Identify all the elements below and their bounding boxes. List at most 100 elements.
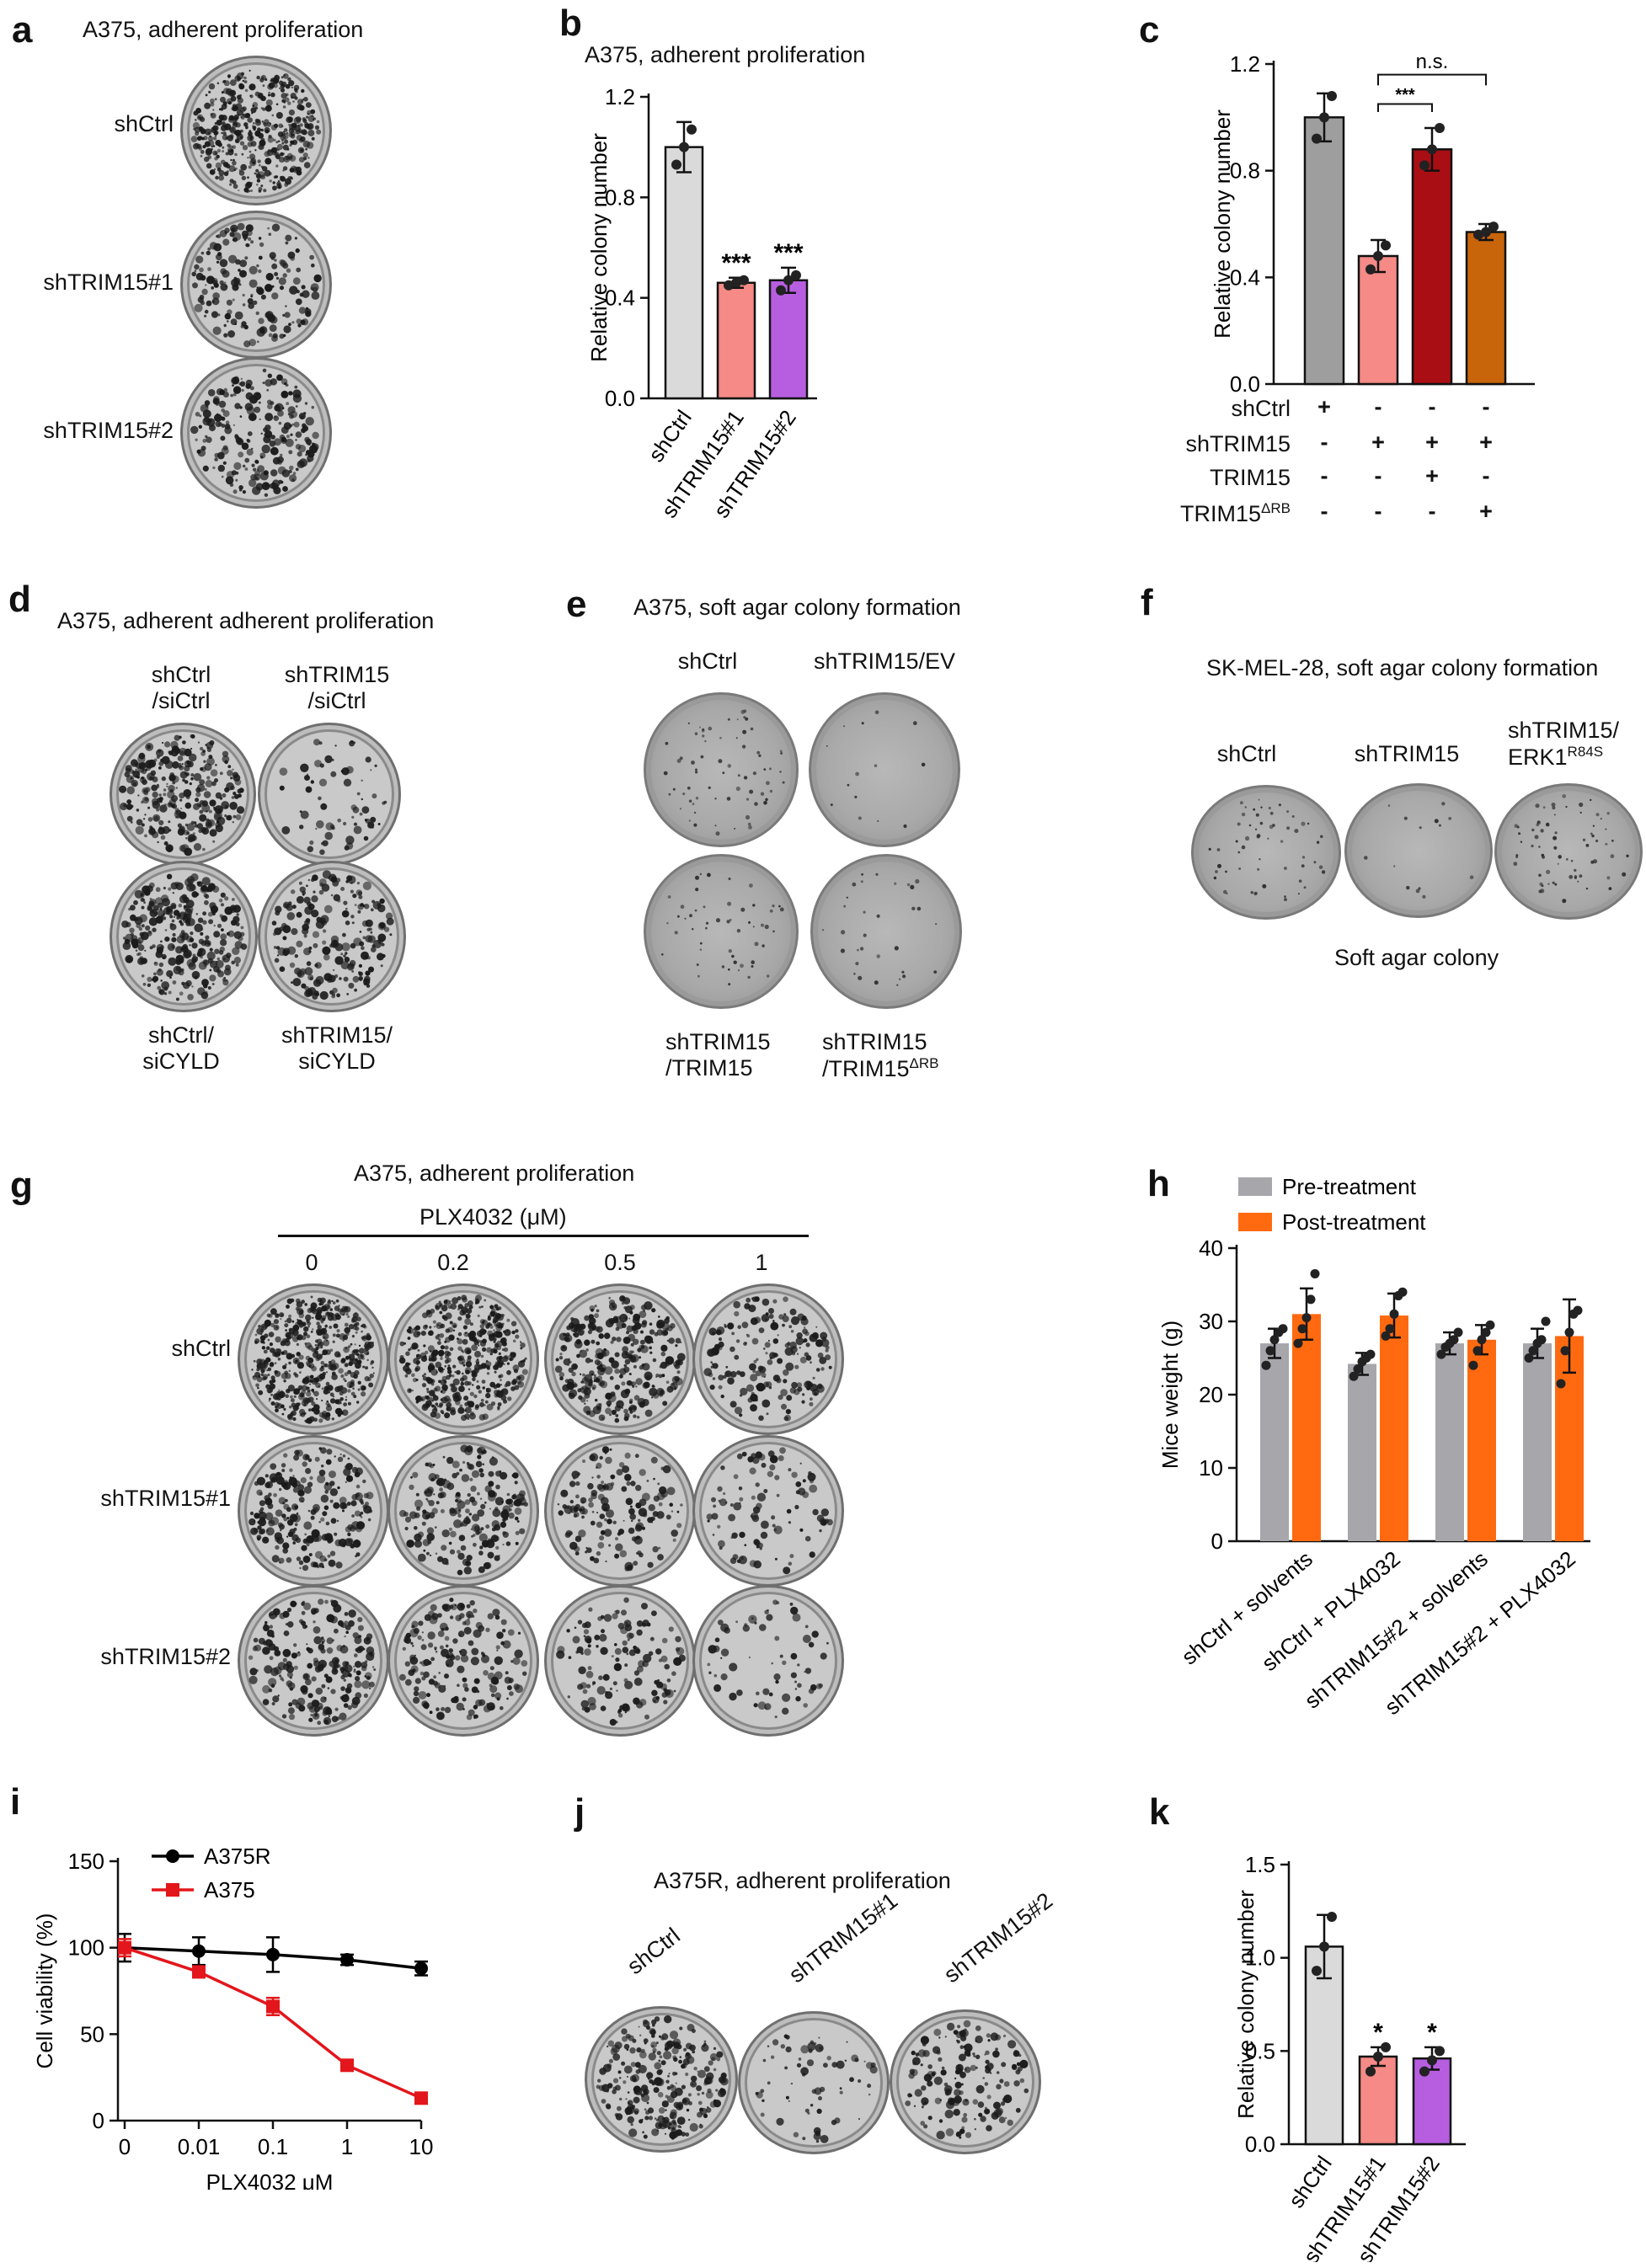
colony <box>167 937 170 940</box>
colony <box>231 920 237 926</box>
colony <box>462 1362 464 1364</box>
colony <box>1418 887 1421 890</box>
colony <box>315 1687 323 1695</box>
colony <box>206 163 212 169</box>
colony <box>608 1544 612 1547</box>
colony <box>820 1367 825 1371</box>
colony <box>612 1520 617 1524</box>
colony <box>126 786 135 795</box>
colony <box>334 942 344 952</box>
colony <box>180 937 185 942</box>
colony <box>145 765 152 771</box>
colony <box>453 1695 459 1701</box>
colony <box>306 1334 311 1338</box>
colony <box>706 1513 713 1520</box>
colony <box>462 1683 468 1689</box>
colony <box>728 1513 735 1522</box>
colony <box>603 1507 607 1512</box>
colony <box>275 1545 280 1550</box>
colony <box>809 1484 818 1493</box>
colony <box>311 405 315 409</box>
colony <box>1611 839 1614 842</box>
colony <box>207 883 216 891</box>
colony <box>281 480 284 484</box>
colony <box>304 1533 307 1536</box>
colony <box>748 921 751 924</box>
colony <box>236 913 239 916</box>
colony <box>596 1550 601 1556</box>
colony <box>423 1344 426 1347</box>
colony <box>435 1361 442 1369</box>
colony <box>298 881 302 885</box>
colony <box>596 1341 601 1346</box>
colony <box>158 962 164 968</box>
colony <box>802 1340 805 1343</box>
colony <box>334 940 336 942</box>
colony <box>319 1328 326 1335</box>
colony <box>780 1389 788 1396</box>
colony <box>314 1409 320 1415</box>
colony <box>332 1395 335 1398</box>
colony <box>350 739 354 744</box>
colony <box>740 709 746 714</box>
colony <box>644 1335 654 1344</box>
colony <box>147 983 152 987</box>
colony <box>302 1565 309 1572</box>
colony <box>1259 858 1261 861</box>
colony <box>746 798 750 801</box>
colony <box>756 1358 759 1361</box>
colony <box>861 873 863 876</box>
colony <box>598 1414 606 1422</box>
colony <box>445 1644 449 1648</box>
colony <box>249 386 254 391</box>
colony <box>287 946 297 955</box>
colony <box>345 1687 352 1694</box>
significance-bracket <box>1377 73 1487 86</box>
colony <box>449 1615 454 1620</box>
colony <box>779 771 782 773</box>
colony <box>347 875 356 884</box>
colony <box>493 1329 495 1331</box>
colony <box>215 959 224 969</box>
colony <box>1569 874 1574 879</box>
colony <box>742 729 747 734</box>
colony <box>471 1647 479 1656</box>
colony <box>790 1316 800 1326</box>
colony <box>825 1354 831 1361</box>
colony <box>717 1524 721 1529</box>
colony <box>802 1492 810 1498</box>
colony <box>225 420 230 424</box>
colony <box>147 744 152 750</box>
colony <box>314 1713 318 1717</box>
colony <box>477 1446 486 1455</box>
colony <box>494 1555 500 1561</box>
soft-agar-dish <box>1494 783 1643 920</box>
colony <box>784 1347 794 1356</box>
colony <box>329 1348 334 1352</box>
colony <box>479 1319 485 1325</box>
colony <box>276 456 284 463</box>
colony <box>254 406 261 414</box>
colony <box>507 1354 515 1361</box>
colony <box>291 123 293 125</box>
colony <box>257 465 265 472</box>
colony <box>1539 882 1543 886</box>
colony <box>371 1366 374 1369</box>
colony <box>428 1678 435 1685</box>
colony <box>554 1365 563 1374</box>
colony <box>273 1319 279 1325</box>
panel-f-label: shTRIM15 <box>1354 741 1460 766</box>
colony <box>570 1325 574 1328</box>
colony <box>672 787 676 791</box>
colony <box>485 1392 491 1399</box>
colony <box>282 1542 290 1550</box>
colony <box>232 489 238 494</box>
colony <box>275 1406 278 1409</box>
colony <box>294 1523 298 1527</box>
colony <box>502 1543 505 1546</box>
colony <box>677 915 680 918</box>
colony <box>680 1503 683 1507</box>
colony <box>448 1527 452 1531</box>
colony <box>443 1380 447 1384</box>
colony <box>652 1358 657 1363</box>
